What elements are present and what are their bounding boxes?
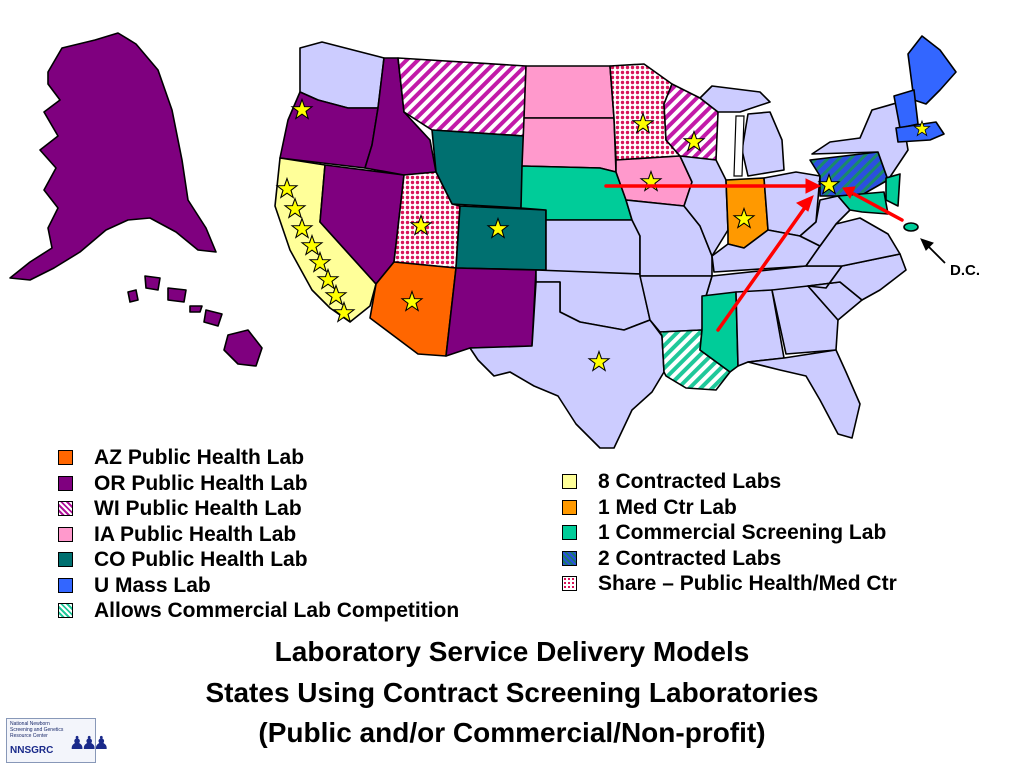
state-north-dakota <box>523 65 615 119</box>
legend-label: 1 Med Ctr Lab <box>598 495 737 519</box>
legend-label: Share – Public Health/Med Ctr <box>598 572 897 596</box>
state-south-dakota <box>521 117 617 173</box>
state-georgia <box>771 285 839 355</box>
legend-label: OR Public Health Lab <box>94 471 308 495</box>
state-alaska <box>9 32 217 281</box>
state-florida <box>747 349 861 439</box>
state-michigan-upper <box>699 85 771 113</box>
legend-item: IA Public Health Lab <box>58 522 459 548</box>
legend-label: 1 Commercial Screening Lab <box>598 521 887 545</box>
legend-item: Allows Commercial Lab Competition <box>58 598 459 624</box>
legend-swatch <box>58 577 73 593</box>
lake-michigan <box>733 115 745 177</box>
dc-callout-label: D.C. <box>950 262 980 279</box>
legend-item: 1 Med Ctr Lab <box>562 495 897 521</box>
legend-swatch <box>562 474 577 490</box>
state-new-mexico <box>445 267 537 357</box>
logo-acronym: NNSGRC <box>10 745 54 756</box>
legend-item: 8 Contracted Labs <box>562 469 897 495</box>
legend-item: 2 Contracted Labs <box>562 546 897 572</box>
legend-label: U Mass Lab <box>94 573 211 597</box>
state-texas <box>469 281 665 449</box>
state-hawaii-island <box>223 329 263 367</box>
state-hawaii-kauai <box>144 275 161 291</box>
legend-right: 8 Contracted Labs 1 Med Ctr Lab 1 Commer… <box>562 469 897 597</box>
page-title-line-1: Laboratory Service Delivery Models <box>274 636 750 667</box>
state-hawaii-molokai <box>189 305 203 313</box>
state-hawaii-oahu <box>167 287 187 303</box>
arrow-dc-to-pa-head <box>842 186 856 200</box>
legend-item: OR Public Health Lab <box>58 471 459 497</box>
legend-item: CO Public Health Lab <box>58 547 459 573</box>
state-michigan <box>741 111 785 177</box>
legend-swatch <box>562 525 577 541</box>
legend-item: WI Public Health Lab <box>58 496 459 522</box>
nnsgrc-logo: National Newborn Screening and Genetics … <box>6 718 109 763</box>
state-west-virginia <box>799 195 851 247</box>
legend-swatch <box>562 576 577 592</box>
page-title-line-3: (Public and/or Commercial/Non-profit) <box>258 717 766 748</box>
legend-label: 2 Contracted Labs <box>598 546 782 570</box>
state-hawaii-maui <box>203 309 223 327</box>
dc-callout-arrow-head <box>920 238 934 251</box>
state-wyoming <box>431 129 525 209</box>
legend-swatch <box>58 552 73 568</box>
legend-item: AZ Public Health Lab <box>58 445 459 471</box>
arrow-dc-to-pa <box>852 192 904 222</box>
legend-item: 1 Commercial Screening Lab <box>562 520 897 546</box>
state-colorado <box>455 205 547 271</box>
state-montana <box>397 57 527 137</box>
state-arizona <box>369 261 457 357</box>
page-title-line-2: States Using Contract Screening Laborato… <box>205 677 819 708</box>
arrow-ms-to-pa <box>716 204 808 332</box>
legend-label: CO Public Health Lab <box>94 548 308 572</box>
legend-left: AZ Public Health Lab OR Public Health La… <box>58 445 459 624</box>
arrow-ms-to-pa-head <box>796 195 814 212</box>
legend-label: AZ Public Health Lab <box>94 446 305 470</box>
legend-swatch <box>562 499 577 515</box>
legend-swatch <box>562 550 577 566</box>
legend-swatch <box>58 603 73 619</box>
logo-org-name: National Newborn Screening and Genetics … <box>10 721 64 739</box>
legend-label: 8 Contracted Labs <box>598 470 782 494</box>
state-kansas <box>545 219 641 275</box>
legend-label: Allows Commercial Lab Competition <box>94 599 460 623</box>
people-icon: ♟♟♟ <box>69 733 109 753</box>
state-new-jersey <box>885 173 901 207</box>
dc-marker <box>903 222 919 232</box>
state-hawaii-small <box>127 289 139 303</box>
us-map: D.C. <box>9 32 980 449</box>
legend-label: IA Public Health Lab <box>94 522 297 546</box>
legend-item: Share – Public Health/Med Ctr <box>562 571 897 597</box>
arrow-iowa-to-pa-head <box>805 178 822 194</box>
legend-swatch <box>58 526 73 542</box>
legend-swatch <box>58 501 73 517</box>
legend-item: U Mass Lab <box>58 573 459 599</box>
legend-swatch <box>58 450 73 466</box>
legend-label: WI Public Health Lab <box>94 497 302 521</box>
legend-swatch <box>58 475 73 491</box>
